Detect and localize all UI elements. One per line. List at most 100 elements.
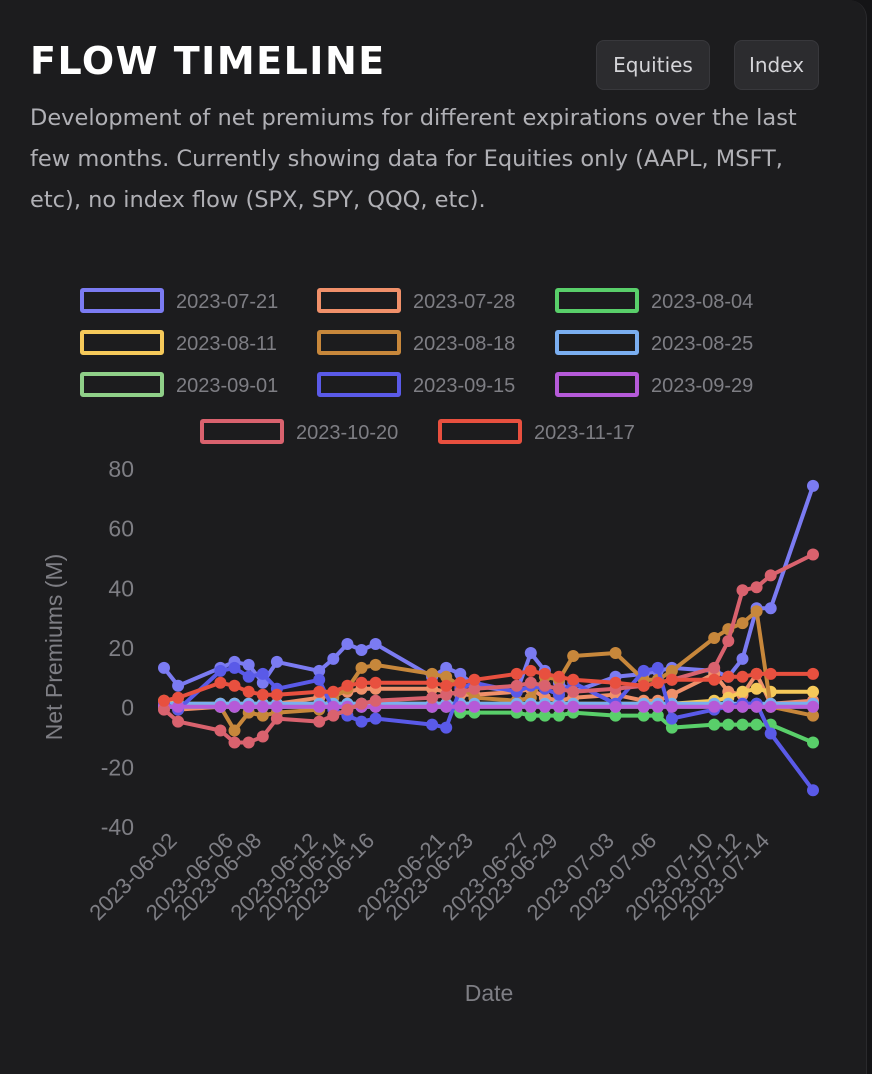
data-point (172, 679, 185, 692)
data-point (807, 736, 819, 749)
x-axis: 2023-06-022023-06-062023-06-082023-06-12… (84, 828, 774, 925)
data-point (736, 584, 749, 597)
data-point (665, 721, 678, 734)
equities-button[interactable]: Equities (596, 40, 710, 90)
legend-item-2023-10-20[interactable]: 2023-10-20 (200, 419, 398, 444)
data-point (440, 661, 453, 674)
data-point (369, 676, 382, 689)
data-point (651, 709, 664, 722)
data-point (341, 703, 354, 716)
data-point (214, 700, 227, 713)
legend-item-2023-08-18[interactable]: 2023-08-18 (317, 330, 515, 355)
legend-item-2023-09-29[interactable]: 2023-09-29 (555, 372, 753, 397)
data-point (440, 721, 453, 734)
data-point (651, 676, 664, 689)
data-point (609, 700, 622, 713)
data-point (426, 667, 439, 680)
data-point (341, 679, 354, 692)
legend-item-2023-09-15[interactable]: 2023-09-15 (317, 372, 515, 397)
data-point (807, 479, 819, 492)
data-point (665, 700, 678, 713)
data-point (468, 682, 481, 695)
data-point (651, 700, 664, 713)
data-point (454, 667, 467, 680)
data-point (214, 724, 227, 737)
legend-item-2023-07-21[interactable]: 2023-07-21 (80, 288, 278, 313)
index-button[interactable]: Index (734, 40, 819, 90)
data-point (172, 700, 185, 713)
data-point (270, 712, 283, 725)
series-2023-11-17 (158, 664, 819, 707)
flow-timeline-chart: 2023-07-21 2023-07-28 2023-08-04 2023-08-11… (41, 288, 819, 1006)
y-tick-label: -40 (101, 814, 134, 840)
data-point (242, 700, 255, 713)
legend-label: 2023-08-04 (651, 291, 753, 313)
data-point (369, 638, 382, 650)
legend-swatch (80, 288, 164, 313)
data-point (538, 700, 551, 713)
data-point (637, 664, 650, 677)
y-tick-label: 80 (108, 456, 134, 482)
data-point (665, 712, 678, 725)
data-point (609, 676, 622, 689)
data-point (764, 727, 777, 740)
data-point (313, 664, 326, 677)
data-point (665, 673, 678, 686)
data-point (750, 581, 763, 594)
data-point (327, 685, 340, 698)
data-point (228, 724, 241, 737)
data-point (256, 730, 269, 743)
data-point (637, 679, 650, 692)
legend-item-2023-07-28[interactable]: 2023-07-28 (317, 288, 515, 313)
legend-label: 2023-09-01 (176, 375, 278, 397)
legend-item-2023-11-17[interactable]: 2023-11-17 (438, 419, 635, 444)
data-point (807, 784, 819, 797)
data-point (228, 661, 241, 674)
legend-item-2023-08-04[interactable]: 2023-08-04 (555, 288, 753, 313)
data-point (158, 694, 170, 707)
y-axis-title: Net Premiums (M) (41, 554, 67, 741)
data-point (750, 718, 763, 731)
data-point (256, 688, 269, 701)
y-tick-label: 0 (121, 695, 134, 721)
data-point (440, 670, 453, 683)
data-point (736, 685, 749, 698)
data-point (468, 673, 481, 686)
data-point (454, 700, 467, 713)
data-point (651, 661, 664, 674)
data-point (609, 647, 622, 659)
data-point (228, 679, 241, 692)
data-point (313, 715, 326, 728)
data-point (341, 638, 354, 650)
legend-label: 2023-08-18 (413, 333, 515, 355)
data-point (270, 688, 283, 701)
legend-swatch (200, 419, 284, 444)
card-description: Development of net premiums for differen… (30, 105, 797, 213)
legend-swatch (80, 330, 164, 355)
legend-item-2023-08-11[interactable]: 2023-08-11 (80, 330, 277, 355)
data-point (158, 661, 170, 674)
data-point (567, 650, 580, 662)
data-point (722, 718, 735, 731)
data-point (553, 682, 565, 695)
legend-label: 2023-08-25 (651, 333, 753, 355)
data-point (750, 605, 763, 618)
data-point (454, 685, 467, 698)
data-point (524, 647, 537, 659)
data-point (228, 700, 241, 713)
data-point (426, 718, 439, 731)
data-point (750, 682, 763, 695)
data-point (567, 685, 580, 698)
legend-item-2023-09-01[interactable]: 2023-09-01 (80, 372, 278, 397)
data-point (440, 679, 453, 692)
data-point (722, 635, 735, 647)
legend-label: 2023-07-21 (176, 291, 278, 313)
data-point (736, 652, 749, 665)
card-title: FLOW TIMELINE (30, 39, 386, 83)
data-point (764, 569, 777, 582)
legend-swatch (317, 330, 401, 355)
data-point (524, 709, 537, 722)
legend-item-2023-08-25[interactable]: 2023-08-25 (555, 330, 753, 355)
data-point (708, 700, 721, 713)
data-point (609, 709, 622, 722)
